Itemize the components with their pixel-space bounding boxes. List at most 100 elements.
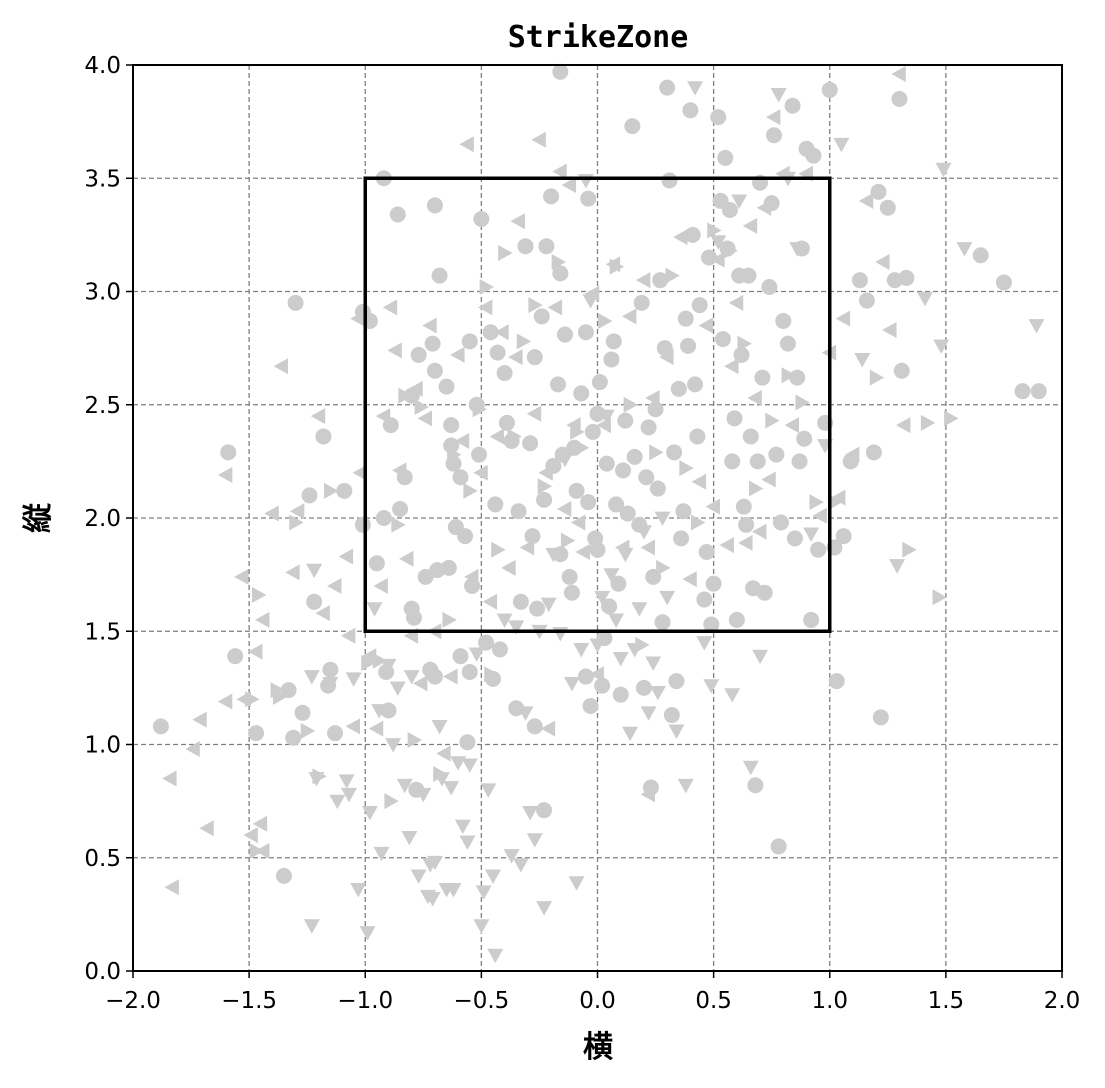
triangle-down-marker bbox=[833, 137, 850, 153]
circle-marker bbox=[529, 600, 546, 617]
triangle-right-marker bbox=[665, 267, 680, 284]
triangle-right-marker bbox=[447, 446, 462, 463]
circle-marker bbox=[580, 494, 597, 511]
triangle-down-marker bbox=[512, 858, 529, 873]
triangle-left-marker bbox=[742, 217, 758, 234]
circle-marker bbox=[995, 274, 1012, 291]
triangle-left-marker bbox=[340, 627, 356, 644]
triangle-down-marker bbox=[536, 901, 553, 916]
circle-marker bbox=[563, 584, 580, 601]
circle-marker bbox=[789, 369, 806, 386]
triangle-left-marker bbox=[728, 294, 744, 311]
circle-marker bbox=[496, 365, 513, 382]
triangle-down-marker bbox=[359, 926, 376, 941]
triangle-left-marker bbox=[478, 299, 493, 316]
triangle-left-marker bbox=[710, 251, 725, 268]
circle-marker bbox=[687, 376, 704, 393]
triangle-down-marker bbox=[568, 876, 585, 891]
circle-marker bbox=[779, 335, 796, 352]
circle-marker bbox=[805, 147, 822, 164]
circle-marker bbox=[675, 503, 692, 520]
x-tick-label: −2.0 bbox=[105, 988, 161, 1014]
triangle-right-marker bbox=[574, 439, 590, 456]
triangle-right-marker bbox=[551, 254, 567, 271]
x-tick-label: −1.0 bbox=[337, 988, 393, 1014]
triangle-down-marker bbox=[487, 948, 504, 964]
circle-marker bbox=[275, 867, 292, 884]
circle-marker bbox=[227, 648, 244, 665]
triangle-left-marker bbox=[482, 593, 498, 610]
circle-marker bbox=[615, 462, 632, 479]
triangle-down-marker bbox=[710, 235, 727, 250]
triangle-left-marker bbox=[547, 299, 563, 316]
triangle-right-marker bbox=[609, 258, 625, 275]
circle-marker bbox=[517, 238, 534, 255]
triangle-down-marker bbox=[445, 883, 462, 898]
triangle-right-marker bbox=[491, 541, 506, 558]
y-tick-label: 0.5 bbox=[84, 846, 121, 872]
triangle-down-marker bbox=[461, 758, 478, 773]
circle-marker bbox=[784, 97, 801, 114]
triangle-down-marker bbox=[303, 670, 320, 685]
circle-marker bbox=[457, 528, 474, 545]
circle-marker bbox=[682, 102, 699, 119]
circle-marker bbox=[220, 444, 237, 461]
triangle-left-marker bbox=[589, 666, 604, 683]
triangle-left-marker bbox=[575, 543, 590, 560]
circle-marker bbox=[482, 324, 499, 341]
triangle-right-marker bbox=[765, 412, 780, 429]
circle-marker bbox=[536, 802, 553, 819]
circle-marker bbox=[526, 718, 543, 735]
triangle-right-marker bbox=[516, 333, 532, 350]
triangle-down-marker bbox=[454, 819, 471, 835]
triangle-left-marker bbox=[596, 417, 611, 434]
triangle-right-marker bbox=[944, 410, 959, 427]
x-tick-label: −1.5 bbox=[221, 988, 277, 1014]
circle-marker bbox=[796, 430, 813, 447]
y-tick-label: 0.0 bbox=[84, 959, 121, 985]
y-tick-label: 1.0 bbox=[84, 733, 121, 759]
circle-marker bbox=[610, 575, 627, 592]
circle-marker bbox=[677, 310, 694, 327]
triangle-left-marker bbox=[691, 473, 707, 490]
triangle-down-marker bbox=[635, 525, 652, 540]
triangle-down-marker bbox=[608, 613, 625, 628]
triangle-right-marker bbox=[795, 394, 810, 411]
circle-marker bbox=[738, 516, 755, 533]
y-tick-label: 4.0 bbox=[84, 53, 121, 79]
circle-marker bbox=[461, 664, 478, 681]
triangle-right-marker bbox=[479, 278, 495, 295]
triangle-left-marker bbox=[719, 537, 734, 554]
triangle-down-marker bbox=[598, 409, 615, 425]
triangle-left-marker bbox=[464, 568, 479, 585]
circle-marker bbox=[524, 528, 541, 545]
triangle-left-marker bbox=[264, 505, 279, 522]
triangle-left-marker bbox=[784, 417, 799, 434]
triangle-right-marker bbox=[289, 514, 304, 531]
triangle-down-marker bbox=[545, 547, 562, 563]
circle-marker bbox=[459, 734, 476, 751]
triangle-right-marker bbox=[809, 494, 824, 511]
triangle-left-marker bbox=[875, 254, 890, 271]
triangle-right-marker bbox=[245, 691, 260, 708]
triangle-left-marker bbox=[738, 534, 753, 551]
triangle-left-marker bbox=[812, 507, 827, 524]
triangle-left-marker bbox=[673, 229, 688, 246]
circle-marker bbox=[726, 410, 743, 427]
circle-marker bbox=[724, 453, 741, 470]
strike-zone-box bbox=[363, 176, 832, 633]
triangle-left-marker bbox=[417, 410, 433, 427]
triangle-left-marker bbox=[473, 464, 488, 481]
circle-marker bbox=[533, 308, 550, 325]
circle-marker bbox=[152, 718, 169, 735]
triangle-left-marker bbox=[327, 577, 342, 594]
triangle-left-marker bbox=[315, 605, 330, 622]
triangle-right-marker bbox=[649, 444, 664, 461]
triangle-right-marker bbox=[249, 842, 265, 859]
triangle-left-marker bbox=[747, 389, 762, 406]
circle-marker bbox=[285, 729, 302, 746]
circle-marker bbox=[740, 267, 757, 284]
triangle-right-marker bbox=[749, 480, 764, 497]
chart-title: StrikeZone bbox=[508, 20, 689, 55]
circle-marker bbox=[705, 575, 722, 592]
